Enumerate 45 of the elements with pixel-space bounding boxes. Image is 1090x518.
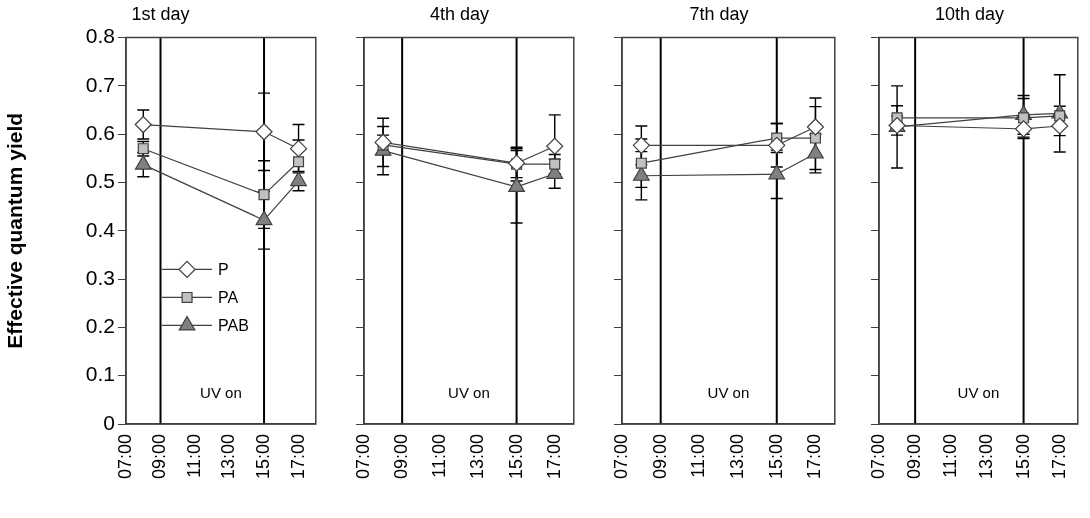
x-tick-label: 15:00 [765,434,786,480]
x-tick-label: 13:00 [218,434,239,480]
x-tick-label: 17:00 [287,434,308,480]
x-tick-label: 17:00 [543,434,564,480]
legend-label: PAB [218,316,249,334]
legend-label: P [218,260,229,278]
x-tick-label: 17:00 [804,434,825,480]
x-tick-label: 11:00 [429,434,450,478]
x-tick-label: 15:00 [1012,434,1033,480]
x-tick-label: 07:00 [114,434,135,480]
y-tick-label: 0.7 [85,72,115,96]
y-tick-label: 0.1 [85,362,115,386]
y-tick-label: 0 [103,410,115,434]
y-tick-label: 0.5 [85,169,115,193]
x-tick-label: 13:00 [727,434,748,480]
x-tick-label: 17:00 [1048,434,1069,480]
x-tick-label: 11:00 [940,434,961,478]
legend-label: PA [218,288,239,306]
y-tick-label: 0.6 [85,121,115,144]
x-tick-label: 09:00 [649,434,670,480]
x-tick-label: 07:00 [867,434,888,480]
x-tick-label: 09:00 [904,434,925,480]
chart-title: 7th day [689,3,749,24]
x-tick-label: 07:00 [610,434,631,480]
y-tick-label: 0.2 [85,314,115,338]
x-tick-label: 07:00 [352,434,373,480]
x-tick-label: 13:00 [976,434,997,480]
y-tick-label: 0.8 [85,24,115,48]
chart-title: 10th day [934,3,1005,24]
annotation: UV on [957,384,1000,402]
chart-title: 1st day [131,3,190,24]
y-tick-label: 0.3 [85,265,115,289]
annotation: UV on [448,384,490,402]
x-tick-label: 13:00 [467,434,488,480]
x-tick-label: 11:00 [183,434,204,478]
annotation: UV on [200,384,242,402]
x-tick-label: 09:00 [149,434,170,480]
x-tick-label: 09:00 [391,434,412,480]
x-tick-label: 15:00 [505,434,526,480]
x-tick-label: 15:00 [253,434,274,480]
annotation: UV on [707,384,750,402]
x-tick-label: 11:00 [688,434,709,478]
chart-title: 4th day [429,3,490,24]
y-axis-title: Effective quantum yield [3,112,27,349]
y-tick-label: 0.4 [85,217,116,241]
